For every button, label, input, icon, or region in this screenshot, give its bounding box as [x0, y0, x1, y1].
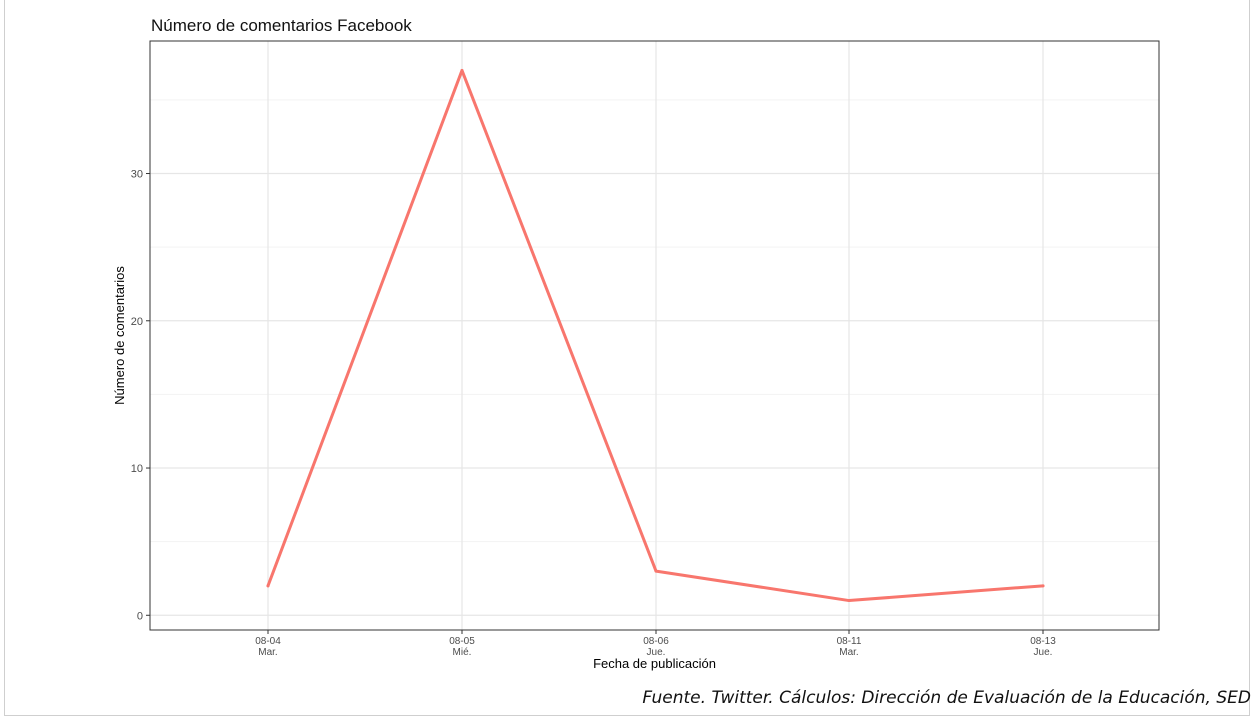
- x-axis-title: Fecha de publicación: [593, 656, 716, 671]
- x-tick-label-day: Jue.: [647, 647, 666, 658]
- data-point: [266, 584, 270, 588]
- data-point: [847, 599, 851, 603]
- x-tick-label-date: 08-06: [643, 636, 669, 647]
- y-tick-label: 20: [131, 316, 143, 328]
- y-axis-title: Número de comentarios: [112, 266, 127, 405]
- chart-title: Número de comentarios Facebook: [151, 16, 412, 35]
- source-note: Fuente. Twitter. Cálculos: Dirección de …: [642, 688, 1251, 708]
- data-point: [654, 569, 658, 573]
- x-tick-label-day: Jue.: [1034, 647, 1053, 658]
- y-tick-label: 0: [137, 610, 143, 622]
- x-tick-label-date: 08-05: [449, 636, 475, 647]
- data-point: [1041, 584, 1045, 588]
- plot-panel: [150, 41, 1159, 630]
- x-tick-label-day: Mar.: [839, 647, 858, 658]
- y-tick-label: 30: [131, 169, 143, 181]
- x-tick-label-date: 08-04: [255, 636, 281, 647]
- x-tick-label-date: 08-13: [1030, 636, 1056, 647]
- y-tick-label: 10: [131, 463, 143, 475]
- plot-border: [149, 40, 1160, 631]
- figure-frame: [4, 0, 1250, 716]
- x-tick-label-date: 08-11: [837, 636, 862, 647]
- x-tick-label-day: Mié.: [453, 647, 472, 658]
- data-point: [460, 68, 464, 72]
- x-tick-label-day: Mar.: [258, 647, 277, 658]
